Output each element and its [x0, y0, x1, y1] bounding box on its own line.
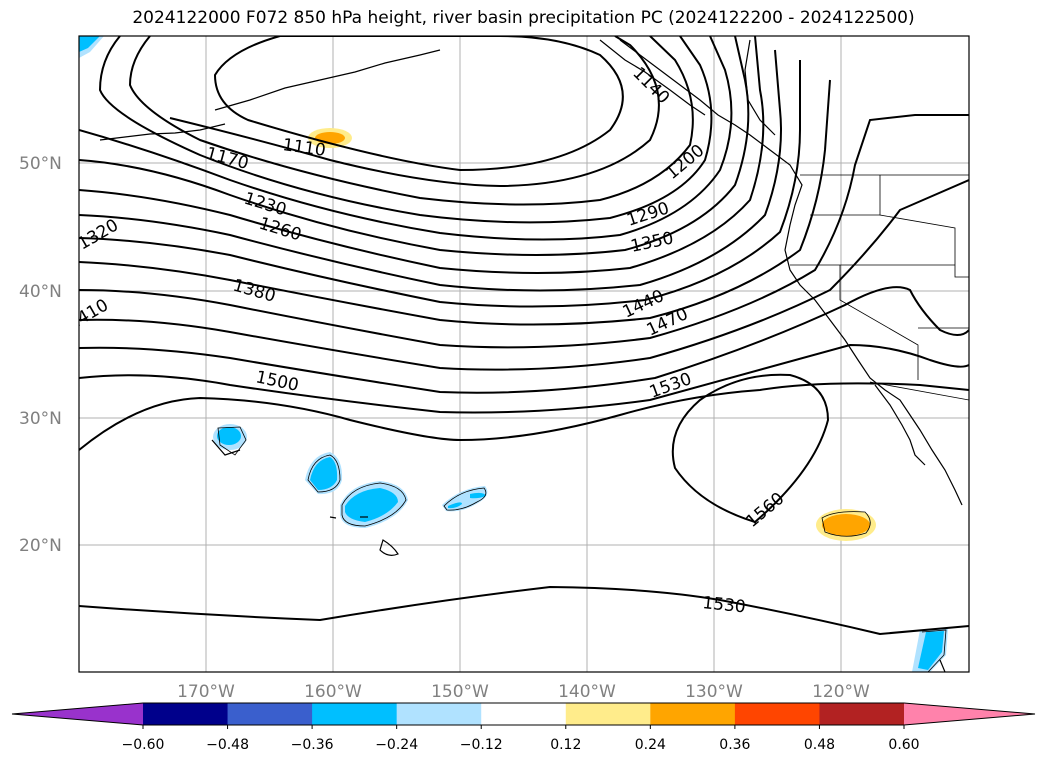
colorbar-tick-label: −0.36	[291, 737, 334, 753]
colorbar-arrow-over	[904, 703, 1035, 725]
colorbar-tick-label: 0.48	[804, 737, 835, 753]
lon-label-130w: 130°W	[685, 682, 743, 702]
height-contours	[79, 36, 969, 636]
lon-label-170w: 170°W	[177, 682, 235, 702]
colorbar-tick-label: 0.36	[719, 737, 750, 753]
colorbar: −0.60 −0.48 −0.36 −0.24 −0.12 0.12 0.24 0.36 0.4…	[11, 702, 1036, 753]
colorbar-segment	[819, 703, 905, 725]
colorbar-arrow-under	[12, 703, 143, 725]
lon-label-150w: 150°W	[431, 682, 489, 702]
colorbar-segment	[650, 703, 736, 725]
lon-label-160w: 160°W	[304, 682, 362, 702]
borders	[790, 174, 969, 401]
precip-shading	[79, 36, 948, 672]
colorbar-segment	[565, 703, 651, 725]
colorbar-tick-label: 0.60	[888, 737, 919, 753]
colorbar-tick-label: 0.12	[550, 737, 581, 753]
colorbar-segment	[396, 703, 482, 725]
map-title: 2024122000 F072 850 hPa height, river ba…	[132, 8, 915, 28]
contour-label-1530-south: 1530	[701, 593, 746, 617]
map-area	[79, 36, 969, 672]
colorbar-segment	[312, 703, 398, 725]
colorbar-tick-label: 0.24	[635, 737, 666, 753]
colorbar-tick-label: −0.12	[460, 737, 503, 753]
lat-label-30n: 30°N	[19, 409, 62, 429]
colorbar-segment	[481, 703, 567, 725]
lat-label-50n: 50°N	[19, 154, 62, 174]
lon-label-140w: 140°W	[558, 682, 616, 702]
longitude-labels: 170°W 160°W 150°W 140°W 130°W 120°W	[177, 682, 870, 702]
lat-label-40n: 40°N	[19, 282, 62, 302]
latitude-labels: 50°N 40°N 30°N 20°N	[19, 154, 62, 556]
map-frame	[78, 35, 970, 673]
colorbar-tick-label: −0.60	[122, 737, 165, 753]
colorbar-tick-label: −0.48	[206, 737, 249, 753]
colorbar-segment	[227, 703, 313, 725]
colorbar-segment	[143, 703, 229, 725]
lat-label-20n: 20°N	[19, 536, 62, 556]
lon-label-120w: 120°W	[812, 682, 870, 702]
colorbar-segment	[734, 703, 820, 725]
colorbar-tick-label: −0.24	[375, 737, 418, 753]
